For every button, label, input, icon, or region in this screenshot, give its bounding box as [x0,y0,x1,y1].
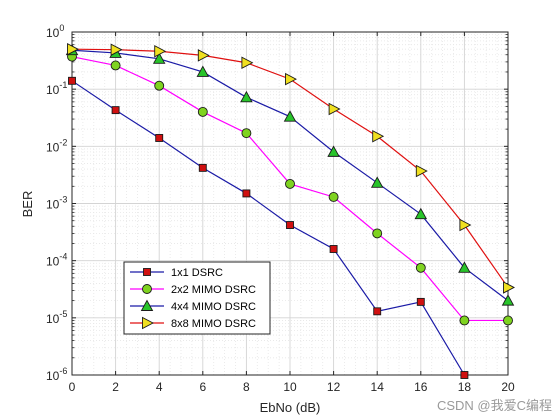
legend-marker [143,268,151,276]
data-point [370,176,384,188]
data-point [372,130,385,143]
data-point [459,218,472,232]
data-point [285,72,297,86]
data-point [329,245,338,253]
x-tick-label: 10 [283,380,297,394]
data-point [283,110,297,122]
data-point [503,281,515,294]
data-point [458,261,471,273]
x-tick-label: 8 [243,380,250,394]
data-point [503,315,513,326]
data-point [241,128,252,139]
data-point [373,307,382,316]
series-1 [68,76,469,379]
x-tick-label: 2 [112,380,119,394]
data-point [155,134,164,142]
data-point [372,228,383,239]
data-point [197,106,208,117]
data-point [152,52,166,64]
data-point [285,178,295,189]
data-point [328,102,341,116]
axes: 0 2 4 6 8 10 12 14 16 18 20 100 10-1 10-2 10-3 10-4 10-5… [46,23,515,394]
x-tick-label: 20 [501,380,515,394]
series-line [71,80,465,376]
x-tick-label: 12 [327,380,341,394]
y-tick-label: 10-3 [46,195,67,212]
data-point [415,262,426,273]
data-point [111,106,120,115]
data-point [241,56,254,69]
data-point [197,49,210,62]
data-point [67,42,79,56]
data-point [110,60,121,71]
x-tick-label: 14 [371,380,385,394]
x-tick-label: 0 [69,380,76,394]
x-axis-label: EbNo (dB) [260,400,321,415]
data-point [68,76,76,85]
data-point [154,80,165,91]
series-2 [67,51,513,326]
x-tick-label: 4 [156,380,163,394]
legend-label: 2x2 MIMO DSRC [171,284,256,296]
legend-label: 8x8 MIMO DSRC [171,318,256,330]
series-layer [65,42,515,379]
data-point [240,90,253,103]
data-point [327,145,340,157]
y-tick-label: 100 [46,23,64,40]
data-point [416,297,425,306]
y-tick-label: 10-4 [46,252,67,269]
y-tick-label: 10-1 [46,80,67,97]
y-tick-label: 10-6 [46,366,67,383]
data-point [459,315,470,326]
legend-marker [140,299,154,311]
x-tick-label: 16 [414,380,428,394]
data-point [196,65,210,77]
data-point [328,192,339,202]
series-3 [65,43,515,306]
data-point [198,163,207,172]
series-4 [67,42,515,294]
data-point [414,207,428,220]
legend-marker [142,284,152,294]
y-axis-label: BER [20,191,35,218]
y-tick-label: 10-5 [46,309,67,326]
data-point [110,43,123,56]
legend-label: 1x1 DSRC [171,267,223,279]
data-point [501,294,515,306]
x-tick-label: 6 [199,380,206,394]
legend-label: 4x4 MIMO DSRC [171,301,256,313]
data-point [460,371,469,379]
data-point [286,221,294,229]
data-point [154,45,167,58]
y-tick-label: 10-2 [46,137,67,154]
legend-marker [142,316,154,330]
data-point [242,189,251,198]
watermark: CSDN @我爱C编程 [436,398,552,413]
data-point [415,164,428,178]
x-tick-label: 18 [458,380,472,394]
legend: 1x1 DSRC 2x2 MIMO DSRC 4x4 MIMO DSRC 8x8 MI… [123,261,271,335]
